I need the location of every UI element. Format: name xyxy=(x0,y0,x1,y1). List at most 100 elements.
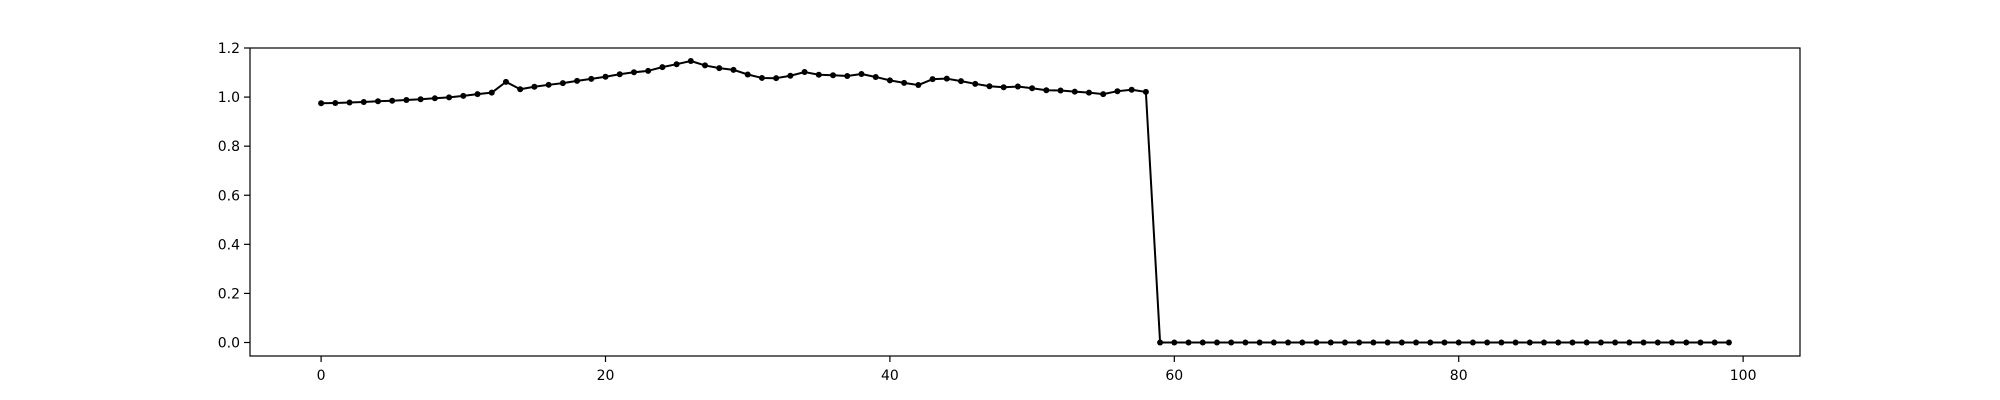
data-point xyxy=(1285,339,1292,346)
data-point xyxy=(460,92,467,99)
data-point xyxy=(1711,339,1718,346)
data-point xyxy=(844,72,851,79)
data-point xyxy=(815,71,822,78)
data-point xyxy=(773,75,780,82)
data-point xyxy=(446,94,453,101)
data-point xyxy=(1356,339,1363,346)
y-tick-label: 0.4 xyxy=(218,237,240,253)
data-point xyxy=(943,75,950,82)
data-point xyxy=(1370,339,1377,346)
data-point xyxy=(872,73,879,80)
data-point xyxy=(744,71,751,78)
plot-frame xyxy=(249,47,1801,357)
x-tick-label: 100 xyxy=(1730,368,1757,384)
data-point xyxy=(1100,91,1107,98)
data-point xyxy=(318,100,325,107)
data-point xyxy=(346,99,353,106)
data-point xyxy=(1114,88,1121,95)
data-point xyxy=(1142,88,1149,95)
x-tick-label: 60 xyxy=(1165,368,1183,384)
data-point xyxy=(1640,339,1647,346)
data-point xyxy=(1057,87,1064,94)
data-point xyxy=(502,78,509,85)
data-point xyxy=(929,76,936,83)
data-point xyxy=(1669,339,1676,346)
data-point xyxy=(1242,339,1249,346)
data-point xyxy=(986,83,993,90)
data-point xyxy=(1569,339,1576,346)
data-point xyxy=(1341,339,1348,346)
data-point xyxy=(1427,339,1434,346)
data-point xyxy=(1327,339,1334,346)
data-point xyxy=(1157,339,1164,346)
x-tick-label: 80 xyxy=(1450,368,1468,384)
data-point xyxy=(915,82,922,89)
data-point xyxy=(716,65,723,72)
data-point xyxy=(1313,339,1320,346)
data-point xyxy=(1171,339,1178,346)
data-point xyxy=(531,83,538,90)
y-tick-label: 0.6 xyxy=(218,188,240,204)
data-point xyxy=(1498,339,1505,346)
data-point xyxy=(858,71,865,78)
x-tick-label: 40 xyxy=(881,368,899,384)
data-point xyxy=(1725,339,1732,346)
data-point xyxy=(886,77,893,84)
data-point xyxy=(1612,339,1619,346)
data-point xyxy=(1029,85,1036,92)
y-axis: 0.0 0.2 0.4 0.6 0.8 1.0 1.2 xyxy=(218,41,250,352)
data-point xyxy=(1413,339,1420,346)
x-axis: 0 20 40 60 80 100 xyxy=(317,356,1757,384)
data-point xyxy=(559,80,566,87)
data-point xyxy=(545,81,552,88)
data-point xyxy=(517,86,524,93)
data-point xyxy=(1213,339,1220,346)
data-point xyxy=(730,66,737,73)
data-point xyxy=(1683,339,1690,346)
data-point xyxy=(1697,339,1704,346)
data-point xyxy=(1043,87,1050,94)
data-point xyxy=(901,79,908,86)
data-point xyxy=(1270,339,1277,346)
data-point xyxy=(1441,339,1448,346)
data-point xyxy=(1526,339,1533,346)
data-point xyxy=(616,71,623,78)
data-point xyxy=(830,72,837,79)
data-point xyxy=(1185,339,1192,346)
y-tick-label: 1.0 xyxy=(218,90,240,106)
data-point xyxy=(630,69,637,76)
data-point xyxy=(574,77,581,84)
data-point xyxy=(758,74,765,81)
data-point xyxy=(1085,89,1092,96)
data-point xyxy=(1014,83,1021,90)
data-point xyxy=(787,72,794,79)
data-point xyxy=(1000,84,1007,91)
y-tick-label: 0.2 xyxy=(218,286,240,302)
data-point xyxy=(1455,339,1462,346)
data-point xyxy=(1555,339,1562,346)
data-point xyxy=(417,96,424,103)
series-line xyxy=(321,60,1729,344)
data-point xyxy=(1128,86,1135,93)
data-point xyxy=(687,58,694,65)
data-point xyxy=(972,80,979,87)
data-point xyxy=(431,95,438,102)
plot-layer xyxy=(318,58,1732,346)
data-point xyxy=(702,62,709,69)
data-point xyxy=(1597,339,1604,346)
data-point xyxy=(1199,339,1206,346)
data-point xyxy=(801,69,808,76)
y-tick-label: 0.8 xyxy=(218,139,240,155)
data-point xyxy=(659,64,666,71)
data-point xyxy=(673,61,680,68)
x-tick-label: 0 xyxy=(317,368,326,384)
data-point xyxy=(1583,339,1590,346)
data-point xyxy=(374,98,381,105)
data-point xyxy=(474,91,481,98)
data-point xyxy=(1071,88,1078,95)
data-point xyxy=(958,78,965,85)
data-point xyxy=(1654,339,1661,346)
data-point xyxy=(360,98,367,105)
data-point xyxy=(1256,339,1263,346)
